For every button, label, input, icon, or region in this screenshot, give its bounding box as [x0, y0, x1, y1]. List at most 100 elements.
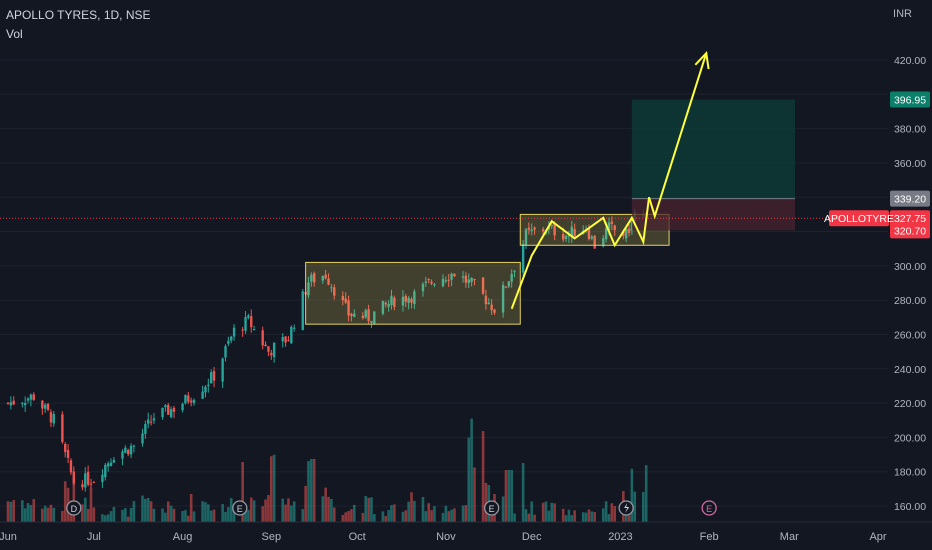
candle-body	[310, 274, 313, 282]
volume-bar	[390, 505, 393, 522]
candle-body	[624, 228, 628, 239]
price-tick: 160.00	[894, 501, 926, 513]
candle-body	[453, 273, 456, 277]
symbol-title[interactable]: APOLLO TYRES, 1D, NSE	[6, 8, 151, 22]
volume-bar	[547, 510, 551, 522]
candle-body	[430, 281, 433, 284]
volume-bar	[201, 501, 204, 522]
event-marker-label: E	[237, 504, 243, 514]
candle-body	[49, 412, 53, 423]
candle-body	[407, 298, 410, 303]
volume-bar	[427, 503, 430, 522]
volume-bar	[43, 505, 47, 522]
candle-body	[561, 233, 565, 240]
candle-body	[172, 408, 176, 412]
candle-body	[250, 316, 253, 328]
candle-body	[490, 304, 493, 311]
candle-body	[610, 221, 614, 224]
volume-bar	[430, 510, 433, 522]
candle-body	[32, 394, 35, 400]
volume-bar	[63, 481, 67, 522]
candle-body	[152, 418, 156, 421]
volume-bar	[350, 509, 353, 522]
volume-bar	[86, 508, 90, 522]
volume-bar	[401, 511, 405, 522]
volume-bar	[330, 499, 333, 522]
candle-body	[189, 400, 193, 403]
volume-bar	[470, 418, 473, 522]
event-marker-label: E	[489, 504, 495, 514]
candle-body	[121, 451, 124, 459]
volume-bar	[533, 514, 536, 522]
volume-bar	[453, 508, 456, 522]
candle-body	[292, 327, 296, 329]
candle-body	[393, 297, 396, 307]
volume-bar	[261, 506, 265, 522]
candle-body	[187, 395, 190, 402]
volume-bar	[281, 498, 285, 522]
volume-bar	[347, 511, 350, 522]
candle-body	[212, 371, 216, 381]
candle-body	[321, 276, 325, 281]
price-tick: 200.00	[894, 432, 926, 444]
volume-bar	[613, 506, 617, 522]
volume-bar	[590, 511, 594, 522]
candle-body	[132, 445, 136, 447]
candle-body	[404, 295, 407, 302]
volume-bar	[581, 512, 585, 522]
candle-body	[604, 228, 608, 240]
volume-bar	[232, 506, 236, 522]
volume-bar	[553, 503, 556, 522]
volume-bar	[292, 501, 296, 522]
volume-bar	[341, 514, 345, 522]
volume-bar	[373, 514, 376, 522]
candle-body	[484, 295, 488, 305]
volume-bar	[269, 456, 273, 522]
volume-bar	[310, 459, 313, 522]
candle-body	[493, 309, 496, 313]
candle-body	[350, 313, 353, 316]
candle-body	[410, 298, 413, 303]
volume-bar	[421, 496, 425, 522]
volume-bar	[121, 509, 124, 522]
candle-body	[473, 279, 476, 281]
price-tick: 220.00	[894, 398, 926, 410]
volume-legend-label[interactable]: Vol	[6, 27, 23, 41]
event-marker-label: E	[706, 504, 712, 514]
candle-body	[270, 352, 273, 356]
candle-body	[52, 413, 55, 424]
candle-body	[307, 282, 310, 296]
candle-body	[327, 278, 330, 285]
currency-label: INR	[893, 8, 912, 20]
volume-bar	[321, 496, 325, 522]
candle-body	[89, 483, 93, 485]
volume-bar	[564, 515, 568, 522]
candle-body	[227, 340, 230, 344]
volume-bar	[149, 501, 153, 522]
candle-body	[390, 295, 393, 306]
candle-body	[267, 346, 270, 352]
candle-body	[433, 284, 436, 286]
candle-body	[530, 229, 533, 232]
candle-body	[164, 405, 167, 408]
volume-bar	[381, 511, 385, 522]
volume-bar	[287, 498, 290, 522]
candle-body	[341, 296, 345, 301]
candle-body	[29, 394, 33, 400]
volume-bar	[507, 470, 511, 522]
candle-body	[104, 464, 107, 478]
volume-bar	[312, 459, 316, 522]
candle-body	[232, 327, 236, 337]
volume-bar	[433, 506, 436, 522]
candle-body	[513, 270, 516, 272]
volume-bar	[146, 498, 150, 522]
volume-bar	[610, 503, 614, 522]
volume-bar	[61, 510, 64, 522]
symbol-badge-bg	[829, 210, 889, 227]
volume-bar	[573, 510, 576, 522]
candle-body	[46, 403, 50, 410]
event-marker-e	[232, 500, 248, 516]
volume-bar	[83, 497, 87, 522]
candle-body	[192, 399, 196, 403]
